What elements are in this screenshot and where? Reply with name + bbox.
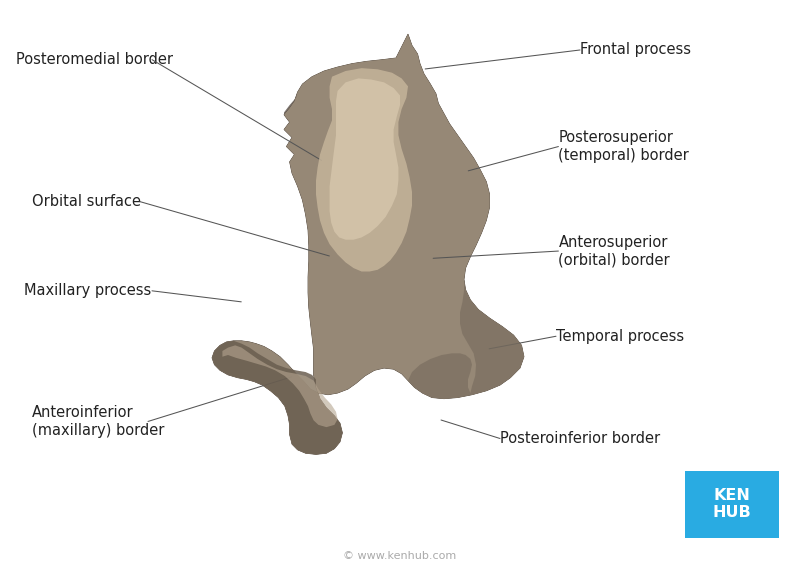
Text: Maxillary process: Maxillary process: [24, 283, 151, 298]
Polygon shape: [212, 34, 524, 454]
Text: Anteroinferior
(maxillary) border: Anteroinferior (maxillary) border: [32, 405, 164, 438]
Polygon shape: [284, 92, 298, 115]
Polygon shape: [316, 68, 412, 272]
Text: Anterosuperior
(orbital) border: Anterosuperior (orbital) border: [558, 235, 670, 268]
Text: KEN
HUB: KEN HUB: [713, 488, 751, 520]
Polygon shape: [212, 341, 342, 454]
Polygon shape: [212, 34, 524, 454]
FancyBboxPatch shape: [685, 471, 779, 538]
Polygon shape: [330, 78, 400, 240]
Text: Posteromedial border: Posteromedial border: [16, 52, 173, 67]
Text: Posterosuperior
(temporal) border: Posterosuperior (temporal) border: [558, 130, 689, 163]
Text: Orbital surface: Orbital surface: [32, 194, 141, 209]
Text: Frontal process: Frontal process: [580, 43, 691, 57]
Polygon shape: [222, 345, 338, 427]
Text: Temporal process: Temporal process: [556, 329, 684, 344]
Text: Posteroinferior border: Posteroinferior border: [500, 431, 660, 446]
Text: © www.kenhub.com: © www.kenhub.com: [343, 550, 457, 561]
Polygon shape: [408, 279, 524, 399]
